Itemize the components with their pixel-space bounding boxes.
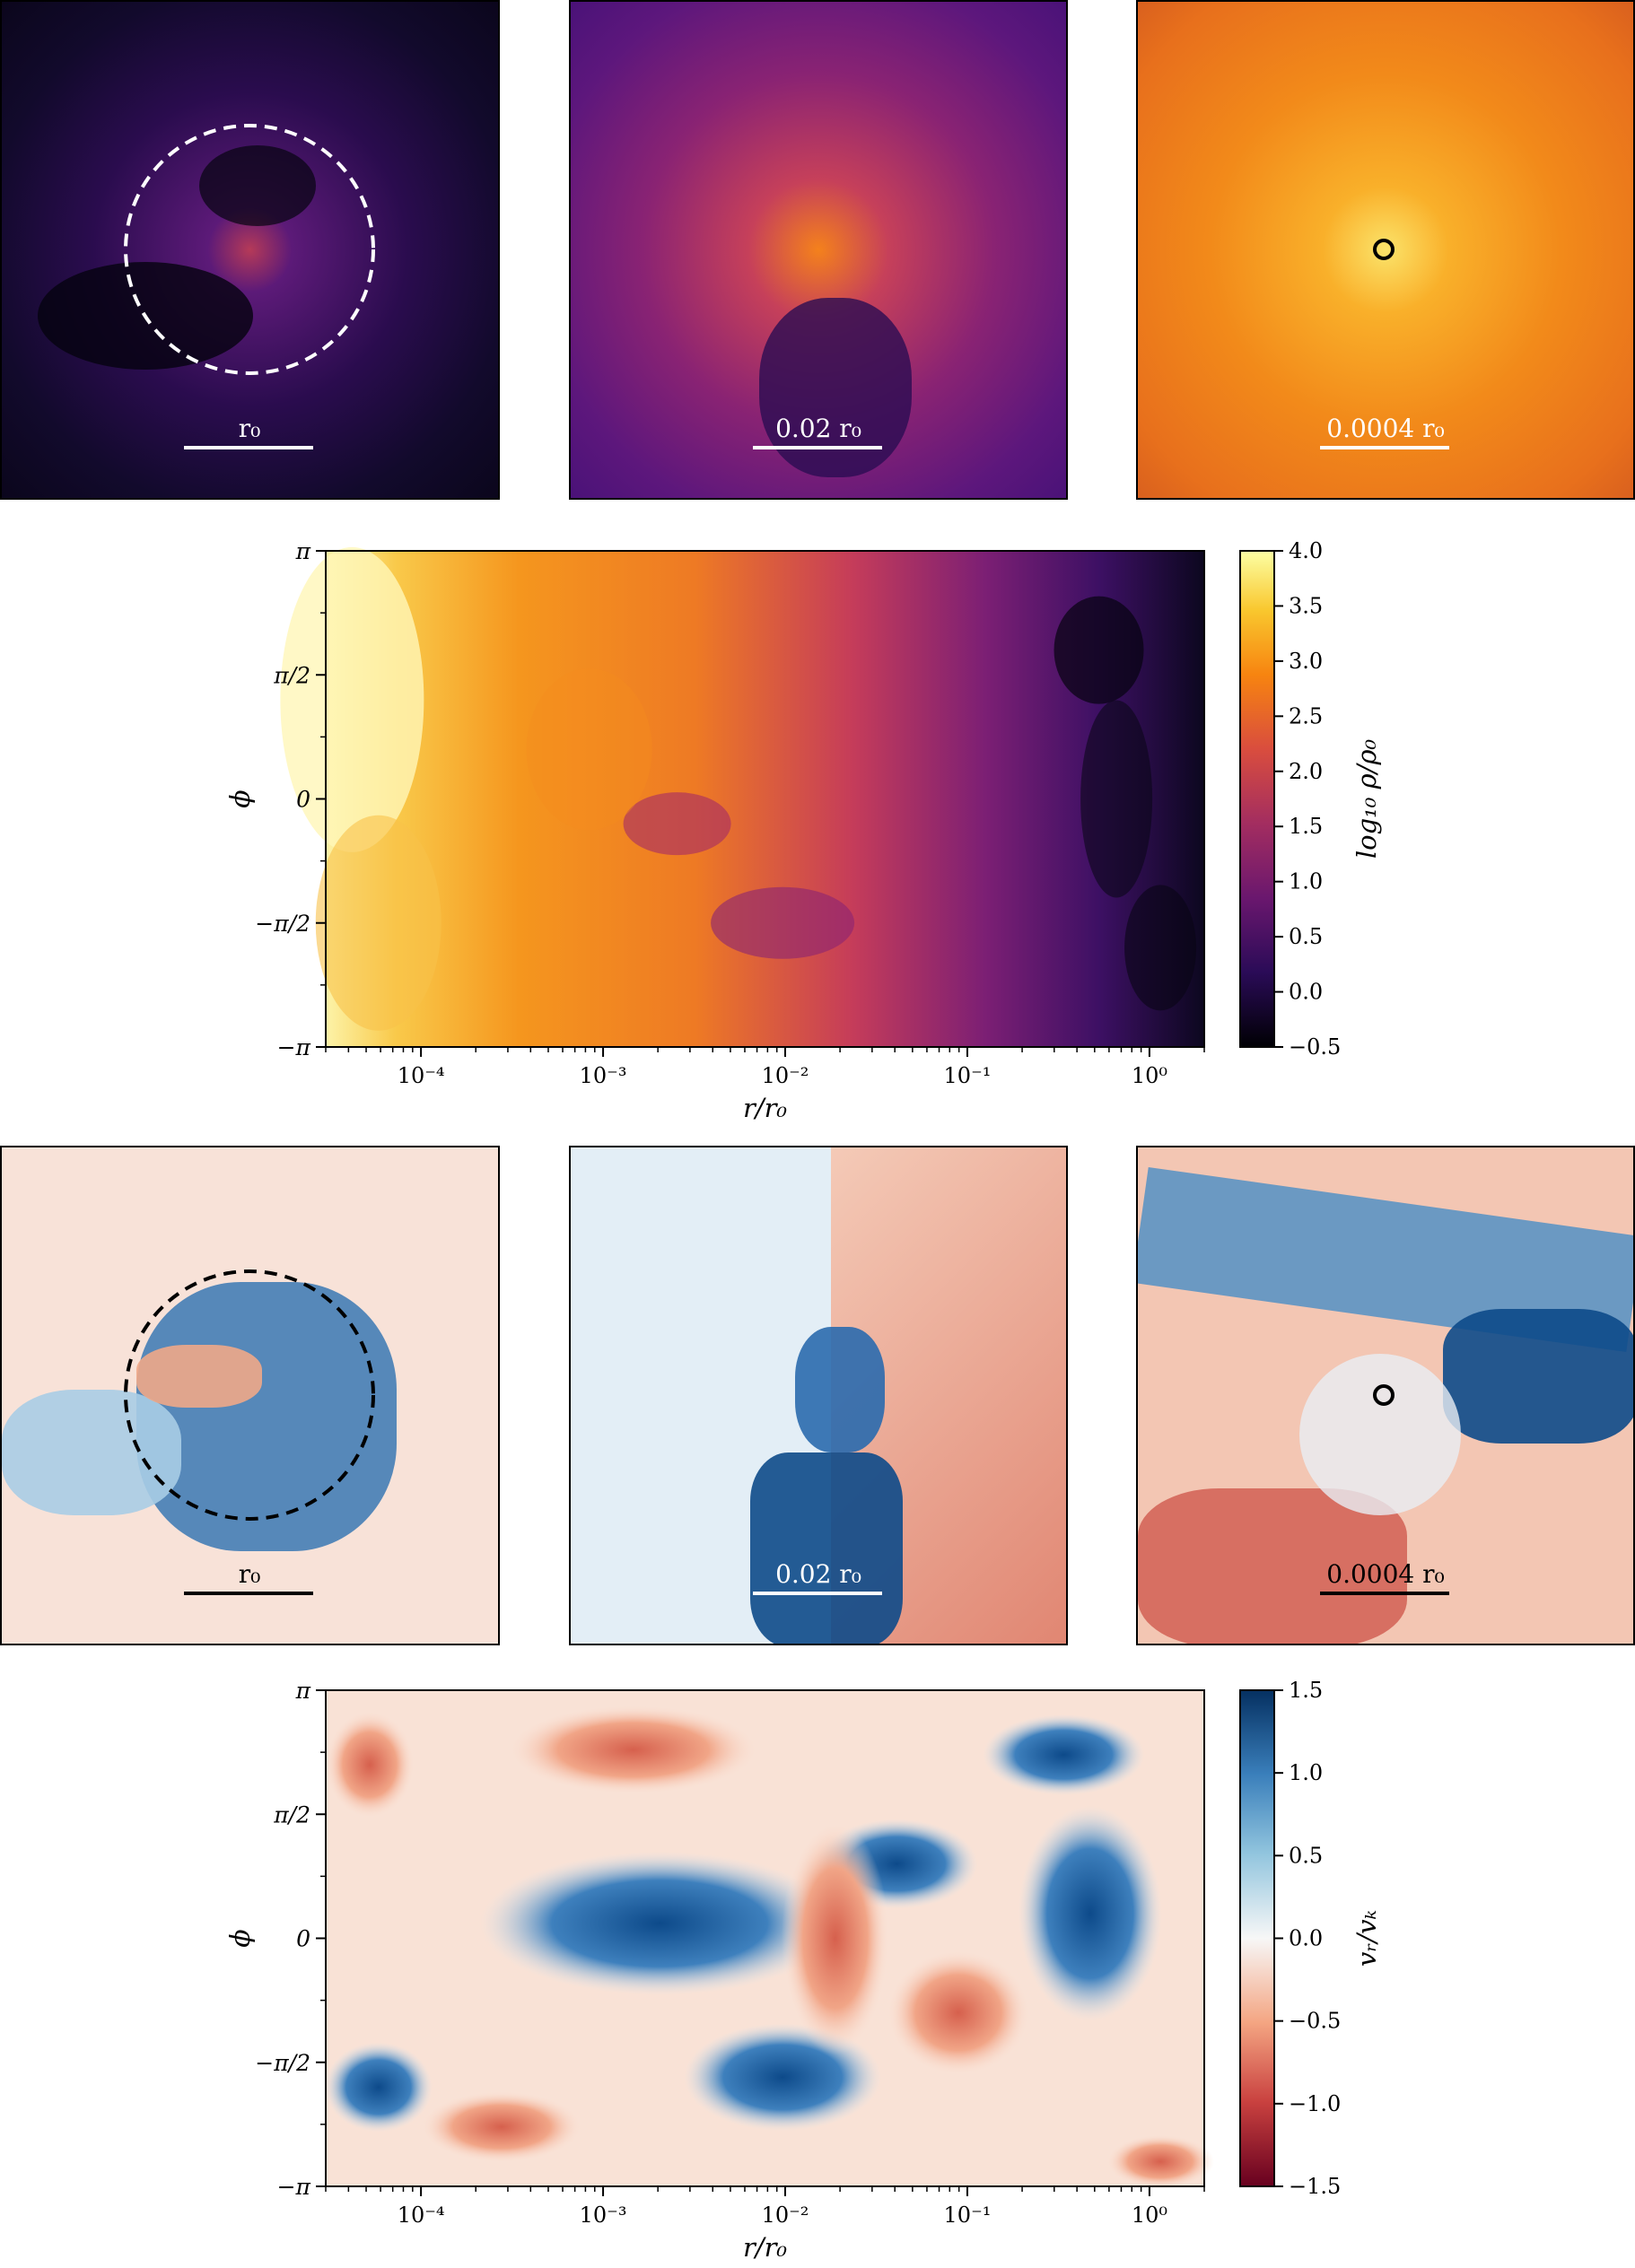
density-structure	[280, 546, 424, 852]
velocity-y-tick-label: π	[295, 1678, 311, 1704]
velocity-structure	[324, 1710, 415, 1819]
density-zoom-scale-label-3: 0.0004 r₀	[1326, 414, 1444, 443]
density-structure	[315, 815, 442, 1031]
velocity-y-tick-label: −π/2	[255, 2050, 310, 2076]
velocity-x-tick-label: 10⁻²	[762, 2203, 809, 2228]
velocity-y-tick-label: 0	[296, 1926, 310, 1952]
velocity-x-tick-label: 10⁻⁴	[398, 2203, 445, 2228]
velocity-zoom-dashed-circle-1	[124, 1269, 375, 1521]
velocity-zoom-scale-label-3: 0.0004 r₀	[1326, 1559, 1444, 1589]
velocity-colorbar-tick-label: 1.5	[1289, 1678, 1323, 1703]
velocity-colorbar-label: vᵣ/vₖ	[1351, 1910, 1382, 1967]
density-colorbar-tick-label: 0.0	[1289, 980, 1323, 1005]
velocity-structure	[1106, 2134, 1215, 2189]
velocity-x-axis-label: r/r₀	[743, 2232, 787, 2263]
density-structure	[711, 886, 855, 959]
density-colorbar-tick-label: 0.5	[1289, 924, 1323, 949]
velocity-structure	[324, 2042, 433, 2133]
density-x-tick-label: 10⁻³	[580, 1063, 627, 1088]
density-y-tick-label: π	[295, 538, 311, 564]
velocity-colorbar-tick-label: −0.5	[1289, 2009, 1341, 2034]
velocity-colorbar-tick-label: −1.0	[1289, 2091, 1341, 2116]
density-colorbar-label: log₁₀ ρ/ρ₀	[1351, 738, 1382, 859]
density-x-tick-label: 10⁰	[1132, 1063, 1167, 1088]
density-structure	[623, 792, 731, 856]
density-colorbar-tick-label: 2.5	[1289, 703, 1323, 728]
velocity-structure	[886, 1950, 1030, 2076]
density-zoom-overlays: r₀ 0.02 r₀ 0.0004 r₀	[124, 124, 1449, 449]
velocity-structure	[507, 1705, 759, 1795]
density-colorbar-tick-label: 1.5	[1289, 814, 1323, 839]
density-structure	[526, 668, 652, 831]
velocity-zoom-scale-label-1: r₀	[239, 1559, 261, 1589]
density-y-tick-label: 0	[296, 787, 310, 813]
blue-region	[795, 1327, 885, 1452]
velocity-colorbar-tick-label: 1.0	[1289, 1760, 1323, 1785]
density-zoom-panel-3	[1136, 0, 1635, 500]
density-zoom-scale-label-2: 0.02 r₀	[775, 414, 861, 443]
velocity-structure	[781, 1821, 889, 2055]
velocity-y-axis-label: ϕ	[225, 1929, 257, 1947]
velocity-zoom-panel-2	[569, 1146, 1068, 1645]
velocity-structure	[480, 1851, 840, 1995]
density-zoom-panel-2	[569, 0, 1068, 500]
density-x-tick-label: 10⁻¹	[944, 1063, 992, 1088]
velocity-y-tick-label: −π	[277, 2174, 311, 2200]
density-x-axis-label: r/r₀	[743, 1093, 787, 1123]
velocity-x-tick-label: 10⁰	[1132, 2203, 1167, 2228]
velocity-zoom-overlays: r₀ 0.02 r₀ 0.0004 r₀	[124, 1269, 1449, 1595]
light-region	[1299, 1354, 1461, 1515]
velocity-x-tick-label: 10⁻¹	[944, 2203, 992, 2228]
red-region	[136, 1345, 262, 1408]
density-structure	[1054, 596, 1144, 704]
velocity-y-tick-label: π/2	[273, 1801, 310, 1827]
density-colorbar-tick-label: 3.5	[1289, 593, 1323, 618]
density-structure	[1124, 885, 1197, 1011]
density-zoom-panel-1	[0, 0, 500, 500]
velocity-structure	[1018, 1805, 1162, 2021]
velocity-structure	[420, 2090, 582, 2163]
density-y-axis-label: ϕ	[225, 789, 257, 807]
density-colorbar-tick-label: −0.5	[1289, 1034, 1341, 1060]
density-zoom-dashed-circle-1	[124, 124, 375, 375]
density-y-tick-label: −π/2	[255, 911, 310, 937]
velocity-zoom-panel-3	[1136, 1146, 1635, 1645]
velocity-x-tick-label: 10⁻³	[580, 2203, 627, 2228]
density-y-tick-label: −π	[277, 1034, 311, 1060]
velocity-zoom-small-circle-3	[1373, 1384, 1395, 1406]
density-zoom-scale-label-1: r₀	[239, 414, 261, 443]
blue-region	[2, 1390, 181, 1515]
dark-void	[199, 145, 316, 226]
blue-region	[1443, 1309, 1633, 1444]
density-colorbar-tick-label: 2.0	[1289, 759, 1323, 784]
blue-region	[750, 1452, 903, 1644]
density-colorbar-tick-label: 3.0	[1289, 649, 1323, 674]
density-structure	[1080, 700, 1153, 898]
density-y-tick-label: π/2	[273, 662, 310, 688]
density-colorbar-tick-label: 1.0	[1289, 869, 1323, 894]
velocity-colorbar-tick-label: 0.5	[1289, 1843, 1323, 1868]
velocity-colorbar-tick-label: 0.0	[1289, 1926, 1323, 1951]
velocity-colorbar-tick-label: −1.5	[1289, 2174, 1341, 2199]
density-zoom-small-circle-3	[1373, 239, 1395, 260]
density-heatmap-figure: 10⁻⁴ 10⁻³ 10⁻² 10⁻¹ 10⁰ π π/2 0 −π/2 −π r/r₀ ϕ 4.0 3.…	[225, 538, 1382, 1123]
velocity-colorbar	[1239, 1689, 1275, 2187]
velocity-structure	[983, 1714, 1145, 1795]
density-x-tick-label: 10⁻²	[762, 1063, 809, 1088]
velocity-zoom-panel-1	[0, 1146, 500, 1645]
velocity-zoom-scale-label-2: 0.02 r₀	[775, 1559, 861, 1589]
density-x-tick-label: 10⁻⁴	[398, 1063, 445, 1088]
density-colorbar-tick-label: 4.0	[1289, 538, 1323, 563]
red-region	[1138, 1488, 1407, 1644]
density-colorbar	[1239, 550, 1275, 1048]
velocity-heatmap-figure: 10⁻⁴ 10⁻³ 10⁻² 10⁻¹ 10⁰ π π/2 0 −π/2 −π r/r₀ ϕ 1.5 1.…	[225, 1678, 1382, 2263]
